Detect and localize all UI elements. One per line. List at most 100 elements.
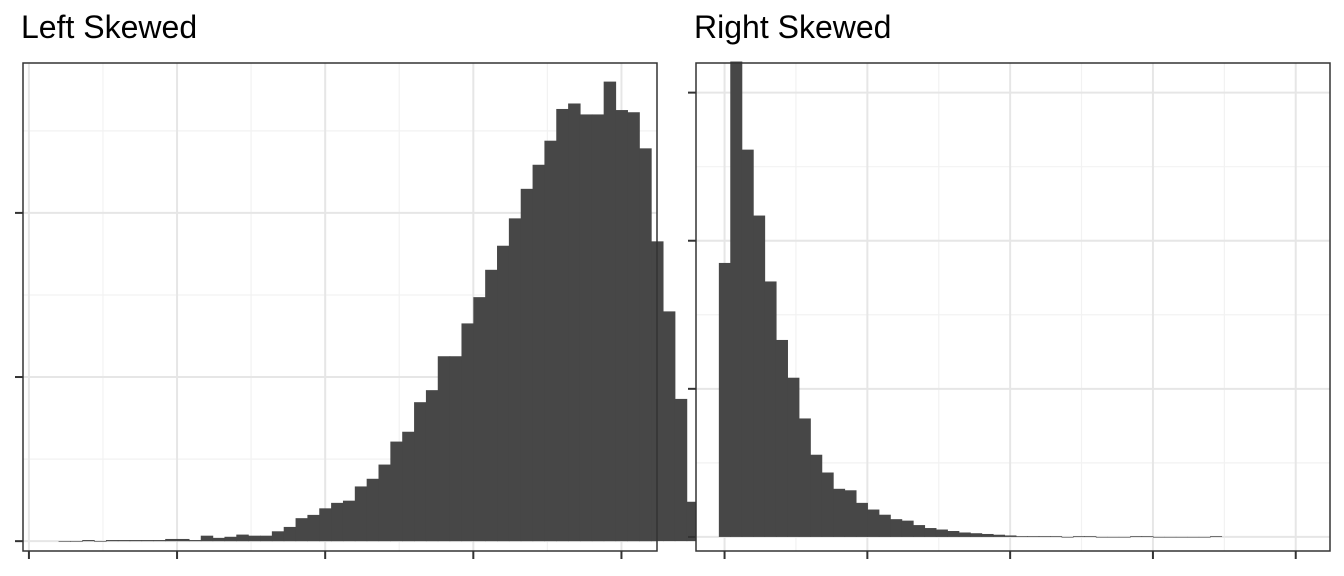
left-histogram-bar	[283, 526, 297, 542]
right-histogram-bar	[1107, 536, 1120, 538]
left-histogram-bar	[603, 81, 617, 542]
left-histogram-bar	[544, 140, 557, 542]
left-histogram-bar	[615, 110, 628, 542]
right-histogram-bar	[1061, 536, 1074, 538]
left-histogram-bar	[212, 537, 226, 542]
left-histogram-bar	[295, 518, 309, 542]
right-histogram-bar	[810, 454, 823, 537]
left-histogram-bar	[70, 541, 83, 542]
right-histogram-bar	[1164, 536, 1177, 538]
left-histogram-bar	[82, 540, 95, 542]
right-histogram-bar	[787, 377, 800, 537]
left-histogram-bar	[402, 431, 415, 542]
left-histogram-bar	[129, 540, 143, 542]
left-histogram-bar	[556, 108, 569, 542]
right-panel-border	[695, 62, 1331, 552]
right-histogram-bar	[741, 149, 754, 537]
left-histogram-bar	[177, 538, 190, 542]
left-histogram-bar	[437, 356, 451, 542]
right-skewed-panel	[688, 61, 1331, 559]
right-histogram-bar	[718, 262, 731, 537]
right-histogram-bar	[890, 519, 903, 537]
left-histogram-bar	[141, 540, 154, 542]
left-histogram-bar	[236, 534, 249, 542]
left-histogram-bar	[165, 538, 178, 542]
left-histogram-bar	[568, 103, 581, 542]
left-panel-border	[22, 62, 658, 552]
left-histogram-bar	[591, 114, 605, 542]
right-histogram-bar	[1095, 536, 1108, 538]
left-histogram-bar	[639, 148, 652, 542]
left-histogram-bar	[473, 297, 486, 542]
left-histogram-bar	[627, 112, 640, 542]
right-histogram-bar	[924, 528, 937, 537]
left-histogram-bar	[271, 531, 285, 542]
left-histogram-bar	[94, 541, 107, 542]
right-histogram-bar	[730, 61, 743, 537]
right-histogram-bar	[1015, 536, 1028, 537]
left-histogram-bar	[414, 402, 427, 542]
right-histogram-bar	[844, 490, 857, 537]
right-histogram-bar	[1072, 536, 1085, 537]
left-histogram-bar	[461, 323, 474, 542]
left-histogram-bar	[497, 245, 510, 542]
left-histogram-bar	[354, 486, 368, 542]
right-histogram-bar	[1027, 536, 1040, 537]
left-histogram-bar	[319, 508, 332, 542]
right-histogram-bar	[1198, 536, 1211, 538]
left-histogram-bar	[248, 535, 261, 542]
right-histogram-bar	[764, 281, 777, 537]
left-histogram-bar	[449, 356, 463, 542]
left-histogram-bar	[378, 464, 391, 542]
left-histogram-bar	[105, 540, 119, 542]
left-histogram-bar	[579, 114, 593, 542]
left-histogram-bar	[532, 164, 546, 542]
left-histogram-bar	[674, 398, 688, 542]
right-histogram-bar	[1050, 536, 1063, 537]
left-histogram-bar	[331, 502, 344, 542]
left-histogram-bar	[58, 541, 71, 542]
left-histogram-bar	[520, 188, 534, 542]
right-histogram-bar	[1130, 536, 1143, 537]
left-panel-title: Left Skewed	[21, 9, 197, 45]
left-histogram-bar	[260, 535, 273, 542]
right-histogram-bar	[1118, 536, 1131, 538]
right-histogram-bar	[1175, 536, 1188, 538]
left-histogram-bar	[425, 390, 439, 542]
left-histogram-bar	[188, 540, 202, 542]
right-histogram-bar	[855, 502, 868, 537]
right-histogram-bar	[935, 529, 948, 537]
right-histogram-bar	[1004, 535, 1017, 537]
right-histogram-bar	[1187, 536, 1200, 538]
right-histogram-bar	[981, 533, 994, 537]
left-histogram-bar	[390, 441, 403, 542]
left-histogram-bar	[307, 514, 320, 542]
left-skewed-panel	[15, 62, 711, 559]
right-histogram-bar	[993, 534, 1006, 537]
left-histogram-bar	[366, 478, 380, 542]
right-histogram-bar	[1038, 536, 1051, 537]
right-histogram-bar	[867, 509, 880, 537]
left-histogram-bar	[662, 311, 676, 542]
right-histogram-bar	[1152, 536, 1165, 538]
left-histogram-bar	[153, 540, 166, 542]
left-histogram-bar	[200, 535, 214, 542]
right-histogram-bar	[947, 531, 960, 537]
left-histogram-bar	[117, 540, 131, 542]
right-histogram-bar	[913, 525, 926, 537]
right-histogram-bar	[753, 215, 766, 537]
left-histogram-bar	[485, 269, 498, 542]
right-histogram-bar	[1210, 536, 1223, 537]
right-histogram-bar	[798, 418, 811, 537]
right-histogram-bar	[775, 339, 788, 537]
right-histogram-bar	[1084, 536, 1097, 537]
right-histogram-bar	[901, 520, 914, 537]
right-histogram-bar	[878, 514, 891, 537]
left-histogram-bar	[342, 500, 356, 542]
right-histogram-bar	[970, 533, 983, 537]
right-histogram-bar	[958, 532, 971, 537]
right-panel-title: Right Skewed	[694, 9, 891, 45]
right-histogram-bar	[833, 488, 846, 537]
left-histogram-bar	[508, 218, 522, 542]
